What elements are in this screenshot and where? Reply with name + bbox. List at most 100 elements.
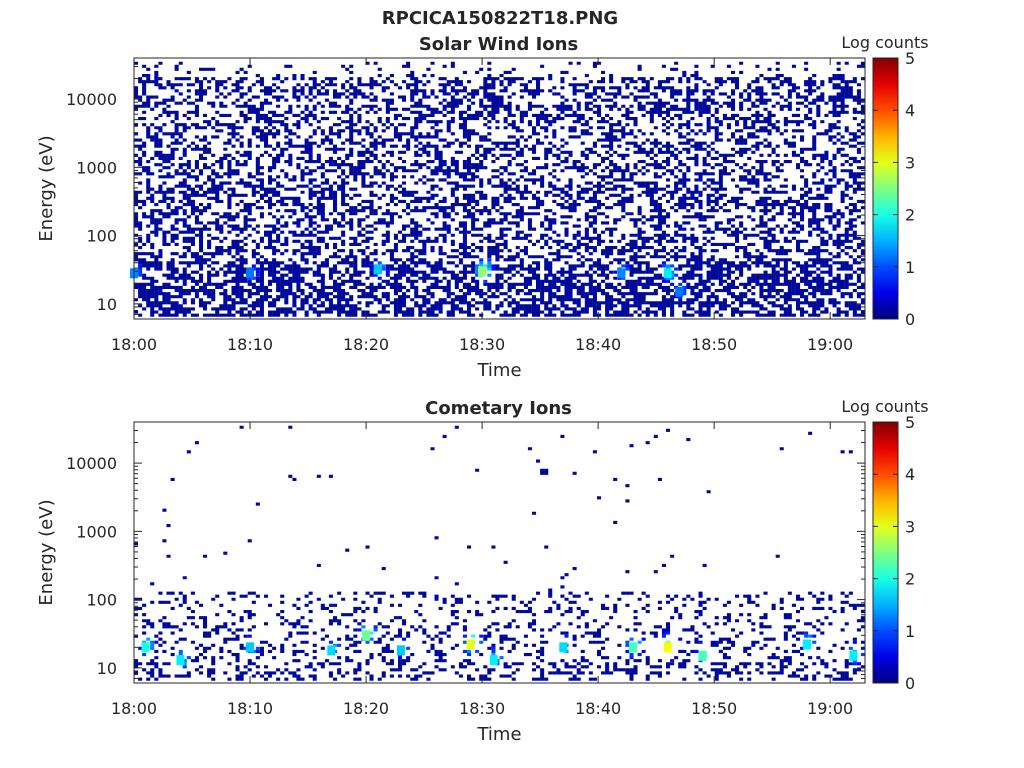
bin-mark xyxy=(142,640,147,644)
bin-mark xyxy=(487,267,492,271)
bin-mark xyxy=(385,267,390,271)
bin-mark xyxy=(138,264,143,268)
bin-mark xyxy=(666,279,671,283)
bin-mark xyxy=(182,659,187,663)
bin-mark xyxy=(381,267,386,271)
hotspot-mark xyxy=(675,286,684,297)
hotspot-mark xyxy=(246,642,254,653)
bin-mark xyxy=(373,628,378,632)
bin-mark xyxy=(625,643,630,647)
bin-mark xyxy=(625,640,630,644)
bin-mark xyxy=(369,631,374,635)
bin-mark xyxy=(621,264,626,268)
colorbar-tick-label: 5 xyxy=(905,413,915,432)
hotspot-mark xyxy=(466,639,475,650)
bin-mark xyxy=(406,646,411,650)
x-tick-label: 18:00 xyxy=(111,699,157,718)
bin-mark xyxy=(499,656,504,660)
bin-mark xyxy=(475,267,480,271)
bin-mark xyxy=(255,267,260,271)
solar-wind-title: Solar Wind Ions xyxy=(419,34,578,55)
bin-mark xyxy=(682,292,687,296)
bin-mark xyxy=(373,258,378,262)
bin-mark xyxy=(491,653,496,657)
cometary-low-count-bins xyxy=(134,425,865,681)
hotspot-mark xyxy=(362,630,371,641)
x-tick-label: 18:00 xyxy=(111,335,157,354)
y-tick-label: 10 xyxy=(97,659,117,678)
bin-mark xyxy=(255,273,260,277)
bin-mark xyxy=(661,631,666,635)
bin-mark xyxy=(178,653,183,657)
bin-mark xyxy=(860,646,865,650)
bin-mark xyxy=(848,646,853,650)
bin-mark xyxy=(670,282,675,286)
bin-mark xyxy=(812,634,817,638)
y-tick-label: 10 xyxy=(97,295,117,314)
bin-mark xyxy=(856,662,861,666)
bin-mark xyxy=(682,289,687,293)
hotspot-mark xyxy=(849,650,858,661)
bin-mark xyxy=(491,649,496,653)
x-tick-label: 18:30 xyxy=(459,699,505,718)
bin-mark xyxy=(682,285,687,289)
bin-mark xyxy=(670,276,675,280)
bin-mark xyxy=(138,267,143,271)
bin-mark xyxy=(138,270,143,274)
bin-mark xyxy=(491,264,496,268)
cometary-texture xyxy=(134,425,865,681)
bin-mark xyxy=(255,646,260,650)
bin-mark xyxy=(373,273,378,277)
bin-mark xyxy=(674,267,679,271)
y-tick-label: 100 xyxy=(86,591,117,610)
bin-mark xyxy=(337,643,342,647)
colorbar-tick-label: 4 xyxy=(905,101,915,120)
x-tick-label: 18:50 xyxy=(691,335,737,354)
bin-mark xyxy=(467,653,472,657)
colorbar-tick-label: 4 xyxy=(905,465,915,484)
y-tick-label: 100 xyxy=(86,227,117,246)
hotspot-mark xyxy=(327,645,336,656)
bin-mark xyxy=(373,625,378,629)
bin-mark xyxy=(467,649,472,653)
bin-mark xyxy=(186,656,191,660)
colorbar-tick-label: 1 xyxy=(905,258,915,277)
cometary-colorbar-label: Log counts xyxy=(841,397,928,416)
bin-mark xyxy=(475,273,480,277)
bin-mark xyxy=(641,649,646,653)
bin-mark xyxy=(804,631,809,635)
solar-wind-low-count-bins xyxy=(134,61,865,317)
bin-mark xyxy=(808,634,813,638)
bin-mark xyxy=(150,643,155,647)
x-tick-label: 18:30 xyxy=(459,335,505,354)
bin-mark xyxy=(381,264,386,268)
bin-mark xyxy=(475,264,480,268)
hotspot-mark xyxy=(663,642,672,653)
bin-mark xyxy=(243,646,248,650)
colorbar-tick-label: 0 xyxy=(905,674,915,693)
bin-mark xyxy=(678,637,683,641)
bin-mark xyxy=(666,631,671,635)
bin-mark xyxy=(377,261,382,265)
colorbar-tick-label: 3 xyxy=(905,517,915,536)
bin-mark xyxy=(182,662,187,666)
bin-mark xyxy=(670,270,675,274)
bin-mark xyxy=(491,267,496,271)
solar-wind-y-label: Energy (eV) xyxy=(36,135,57,241)
bin-mark xyxy=(629,653,634,657)
x-tick-label: 18:40 xyxy=(575,335,621,354)
bin-mark xyxy=(625,264,630,268)
bin-mark xyxy=(182,665,187,669)
bin-mark xyxy=(487,273,492,277)
hotspot-mark xyxy=(617,268,626,279)
bin-mark xyxy=(462,649,467,653)
bin-mark xyxy=(475,270,480,274)
bin-mark xyxy=(670,273,675,277)
bin-mark xyxy=(328,640,333,644)
bin-mark xyxy=(247,279,252,283)
bin-mark xyxy=(150,640,155,644)
bin-mark xyxy=(678,282,683,286)
bin-mark xyxy=(142,653,147,657)
colorbar-tick-label: 3 xyxy=(905,153,915,172)
